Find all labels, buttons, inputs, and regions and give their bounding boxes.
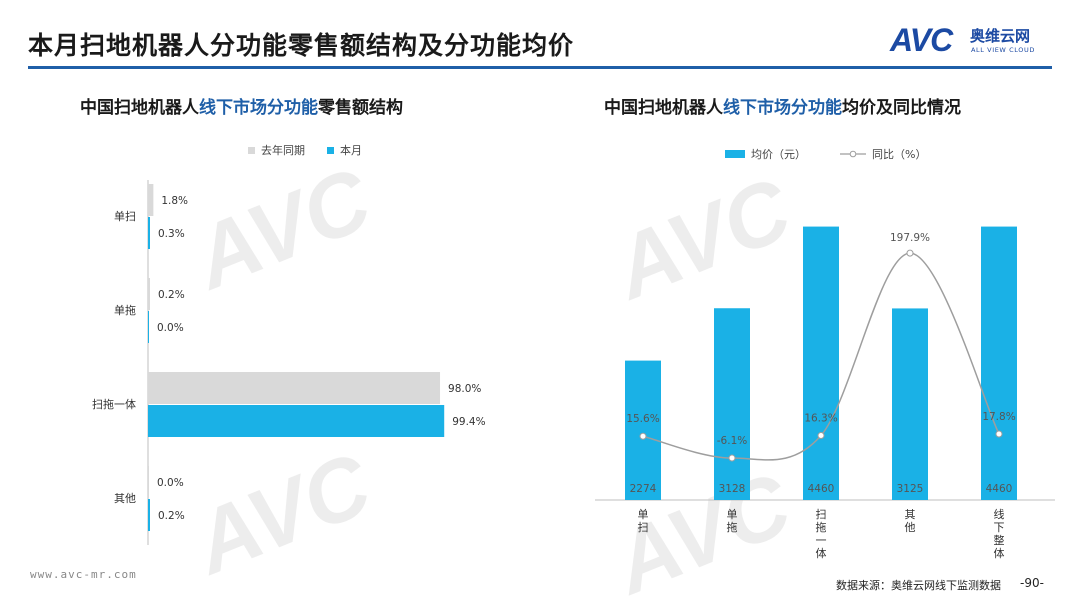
category-label: 其 <box>905 508 916 521</box>
legend-swatch-price <box>725 150 745 158</box>
footer-url: www.avc-mr.com <box>30 568 137 581</box>
category-label: 扫 <box>638 521 649 534</box>
legend-label-current: 本月 <box>340 144 362 157</box>
price-value-label: 4460 <box>986 483 1013 495</box>
legend-swatch-yoy <box>840 150 866 158</box>
category-label: 线 <box>994 507 1005 521</box>
left-legend: 去年同期 本月 <box>248 142 362 158</box>
yoy-value-label: 16.3% <box>804 413 837 425</box>
bar-current <box>148 217 150 249</box>
bar-prev <box>148 184 154 216</box>
category-label: 扫拖一体 <box>92 397 136 411</box>
price-value-label: 3128 <box>719 483 746 495</box>
category-label: 拖 <box>816 520 827 534</box>
category-label: 单 <box>727 508 738 521</box>
logo-cn: 奥维云网 <box>970 27 1031 45</box>
header-divider <box>28 66 1052 69</box>
left-title-part2: 线下市场分功能 <box>199 98 318 118</box>
category-label: 一 <box>816 534 827 547</box>
legend-label-prev: 去年同期 <box>261 144 305 157</box>
bar-value-label: 99.4% <box>452 416 485 428</box>
structure-bar-chart: 单扫 1.8% 0.3% 单拖 0.2% 0.0% 扫拖一体 98.0% 99.4% 其他 0.0%… <box>92 180 486 545</box>
legend-swatch-prev <box>248 146 255 154</box>
right-legend: 均价（元） 同比（%） <box>725 146 926 162</box>
page-number: -90- <box>1020 576 1044 590</box>
category-label: 扫 <box>816 508 827 521</box>
price-bar <box>803 226 839 500</box>
category-label: 单拖 <box>114 303 136 317</box>
price-bar <box>981 226 1017 500</box>
bar-prev <box>148 466 149 498</box>
bar-value-label: 0.0% <box>157 477 184 489</box>
price-combo-chart: 2274单扫3128单拖4460扫拖一体3125其他4460线下整体15.6%-… <box>595 226 1055 560</box>
category-label: 体 <box>994 546 1005 560</box>
left-title-part3: 零售额结构 <box>318 98 403 118</box>
bar-value-label: 0.3% <box>158 228 185 240</box>
price-value-label: 3125 <box>897 483 924 495</box>
category-label: 他 <box>905 521 916 534</box>
legend-swatch-current <box>327 146 334 154</box>
right-title-part1: 中国扫地机器人 <box>604 98 723 118</box>
logo-wordmark: AVC <box>890 22 953 58</box>
yoy-point <box>728 454 736 462</box>
bar-value-label: 1.8% <box>161 195 188 207</box>
yoy-point <box>639 432 647 440</box>
price-bar <box>892 308 928 500</box>
bar-value-label: 0.2% <box>158 289 185 301</box>
category-label: 单 <box>638 508 649 521</box>
right-chart-title: 中国扫地机器人线下市场分功能均价及同比情况 <box>604 93 961 118</box>
bar-prev <box>148 372 441 404</box>
legend-label-price: 均价（元） <box>751 148 806 161</box>
bar-prev <box>148 278 150 310</box>
bar-value-label: 0.2% <box>158 510 185 522</box>
category-label: 下 <box>994 521 1005 534</box>
price-value-label: 2274 <box>630 483 657 495</box>
right-title-part3: 均价及同比情况 <box>842 98 961 118</box>
right-title-part2: 线下市场分功能 <box>723 98 842 118</box>
price-bar <box>625 360 661 500</box>
category-label: 体 <box>816 546 827 560</box>
bar-current <box>148 311 149 343</box>
yoy-point <box>995 430 1003 438</box>
left-chart-title: 中国扫地机器人线下市场分功能零售额结构 <box>80 93 403 118</box>
price-bar <box>714 308 750 500</box>
brand-logo: AVC 奥维云网 ALL VIEW CLOUD <box>890 22 1055 60</box>
price-value-label: 4460 <box>808 483 835 495</box>
logo-en: ALL VIEW CLOUD <box>971 46 1035 54</box>
bar-value-label: 98.0% <box>448 383 481 395</box>
yoy-value-label: 17.8% <box>982 411 1015 423</box>
bar-value-label: 0.0% <box>157 322 184 334</box>
category-label: 单扫 <box>114 210 136 223</box>
category-label: 拖 <box>727 520 738 534</box>
category-label: 其他 <box>114 492 136 505</box>
bar-current <box>148 499 150 531</box>
legend-label-yoy: 同比（%） <box>872 148 927 161</box>
yoy-value-label: 15.6% <box>626 413 659 425</box>
yoy-point <box>906 249 914 257</box>
category-label: 整 <box>994 533 1005 547</box>
yoy-point <box>817 432 825 440</box>
yoy-value-label: -6.1% <box>717 435 747 447</box>
yoy-value-label: 197.9% <box>890 232 930 244</box>
yoy-line <box>642 252 1000 461</box>
left-title-part1: 中国扫地机器人 <box>80 98 199 118</box>
page-title: 本月扫地机器人分功能零售额结构及分功能均价 <box>28 31 575 60</box>
data-source-note: 数据来源：奥维云网线下监测数据 <box>836 579 1001 592</box>
bar-current <box>148 405 445 437</box>
